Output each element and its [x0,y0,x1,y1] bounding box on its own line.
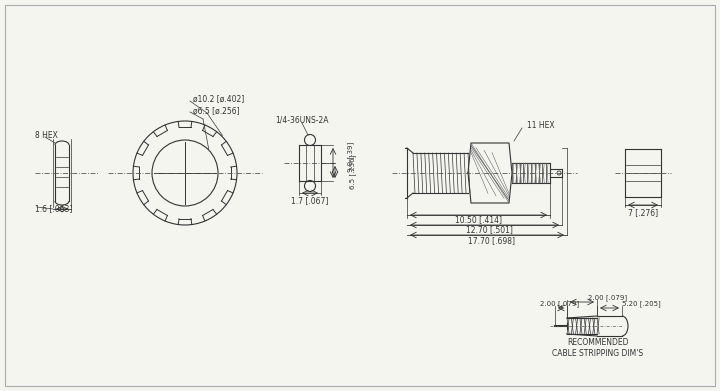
Text: 9.9 [.39]: 9.9 [.39] [348,142,354,172]
Text: 8 HEX: 8 HEX [35,131,58,140]
Text: RECOMMENDED
CABLE STRIPPING DIM'S: RECOMMENDED CABLE STRIPPING DIM'S [552,338,644,358]
Text: 6.5 [.256]: 6.5 [.256] [350,155,356,189]
Text: 12.70 [.501]: 12.70 [.501] [466,226,513,235]
Text: 2.00 [.079]: 2.00 [.079] [540,301,579,307]
Text: ø10.2 [ø.402]: ø10.2 [ø.402] [193,95,244,104]
Text: 10.50 [.414]: 10.50 [.414] [455,215,502,224]
Text: ø6.5 [ø.256]: ø6.5 [ø.256] [193,106,240,115]
Text: 11 HEX: 11 HEX [527,120,554,129]
Text: 17.70 [.698]: 17.70 [.698] [469,237,516,246]
Text: 2.00 [.079]: 2.00 [.079] [588,295,627,301]
Text: 7 [.276]: 7 [.276] [628,208,658,217]
Text: 5.20 [.205]: 5.20 [.205] [622,301,661,307]
Text: 1.6 [.063]: 1.6 [.063] [35,204,73,213]
Text: 1.7 [.067]: 1.7 [.067] [292,197,329,206]
Text: 1/4-36UNS-2A: 1/4-36UNS-2A [275,115,329,124]
